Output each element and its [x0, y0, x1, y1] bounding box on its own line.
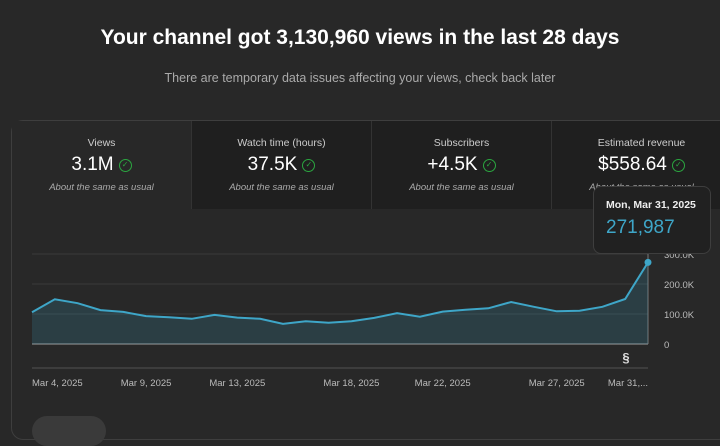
- tooltip-date: Mon, Mar 31, 2025: [606, 199, 696, 211]
- x-tick-label: Mar 22, 2025: [415, 378, 471, 389]
- metric-label: Estimated revenue: [597, 137, 686, 149]
- metric-label: Watch time (hours): [237, 137, 326, 149]
- y-tick-label: 200.0K: [664, 280, 695, 291]
- data-issue-notice: There are temporary data issues affectin…: [164, 71, 556, 85]
- metric-label: Views: [87, 137, 116, 149]
- y-tick-label: 0: [664, 340, 669, 351]
- metric-tab-subscribers[interactable]: Subscribers +4.5K ✓ About the same as usu…: [372, 121, 552, 209]
- shorts-icon: §: [622, 350, 629, 365]
- metric-value: $558.64: [598, 154, 667, 175]
- data-point: [644, 258, 652, 266]
- metric-tab-watch-time[interactable]: Watch time (hours) 37.5K ✓ About the same…: [192, 121, 372, 209]
- metric-note: About the same as usual: [409, 182, 514, 193]
- metric-tab-views[interactable]: Views 3.1M ✓ About the same as usual: [12, 121, 192, 209]
- views-chart[interactable]: 0 100.0K 200.0K 300.0K Mar 4, 2025 Mar 9, 202…: [0, 0, 720, 426]
- y-tick-label: 100.0K: [664, 310, 695, 321]
- metric-label: Subscribers: [433, 137, 490, 149]
- x-tick-label: Mar 18, 2025: [323, 378, 379, 389]
- page-title: Your channel got 3,130,960 views in the …: [100, 26, 620, 49]
- check-circle-icon: ✓: [118, 158, 132, 172]
- metric-value: 37.5K: [247, 154, 298, 175]
- see-more-button[interactable]: [32, 416, 106, 446]
- check-circle-icon: ✓: [302, 158, 316, 172]
- check-circle-icon: ✓: [482, 158, 496, 172]
- series-line: [31, 261, 649, 325]
- metric-note: About the same as usual: [49, 182, 154, 193]
- x-tick-label: Mar 31,...: [608, 378, 648, 389]
- chart-tooltip: Mon, Mar 31, 2025 271,987: [593, 186, 711, 254]
- tooltip-value: 271,987: [606, 217, 675, 238]
- metric-value: +4.5K: [427, 154, 478, 175]
- x-tick-label: Mar 9, 2025: [121, 378, 172, 389]
- x-tick-label: Mar 13, 2025: [209, 378, 265, 389]
- y-tick-label: 300.0K: [664, 250, 695, 261]
- check-circle-icon: ✓: [671, 158, 685, 172]
- metric-note: About the same as usual: [229, 182, 334, 193]
- x-tick-label: Mar 27, 2025: [529, 378, 585, 389]
- area-fill: [32, 262, 648, 344]
- metric-value: 3.1M: [71, 154, 114, 175]
- metric-tabs: Views 3.1M ✓ About the same as usual Watc…: [12, 121, 720, 209]
- x-tick-label: Mar 4, 2025: [32, 378, 83, 389]
